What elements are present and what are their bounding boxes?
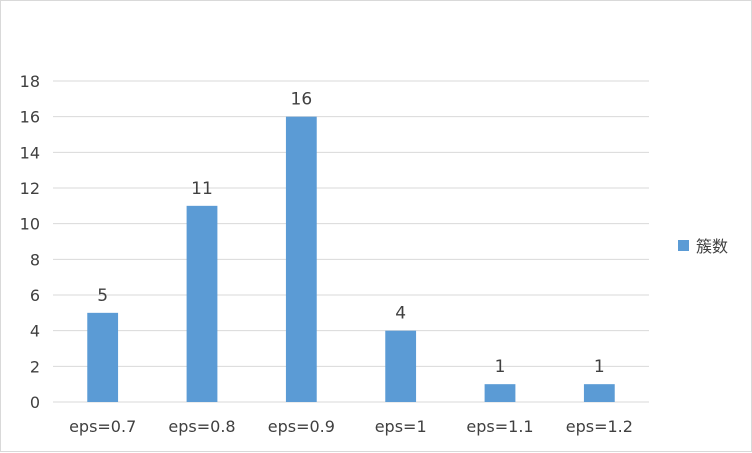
- x-tick-label: eps=0.9: [268, 417, 335, 436]
- legend: 簇数: [678, 237, 728, 256]
- y-tick-label: 12: [20, 179, 40, 198]
- y-axis-ticks: 0 2 4 6 8 10 12 14 16 18: [20, 72, 40, 412]
- data-label: 11: [191, 179, 213, 199]
- y-tick-label: 18: [20, 72, 40, 91]
- bar-eps=1.1: [484, 384, 516, 402]
- bar-eps=0.7: [87, 312, 119, 402]
- x-axis-ticks: eps=0.7 eps=0.8 eps=0.9 eps=1 eps=1.1 eps=1.2: [69, 417, 633, 436]
- x-tick-label: eps=0.7: [69, 417, 136, 436]
- x-tick-label: eps=1.2: [566, 417, 633, 436]
- bar-eps=1.2: [583, 384, 615, 402]
- gridlines: [53, 80, 649, 403]
- y-tick-label: 16: [20, 108, 40, 127]
- data-label: 4: [395, 304, 406, 324]
- x-tick-label: eps=0.8: [168, 417, 235, 436]
- y-tick-label: 4: [30, 322, 40, 341]
- y-tick-label: 2: [30, 357, 40, 376]
- y-tick-label: 10: [20, 215, 40, 234]
- y-tick-label: 0: [30, 393, 40, 412]
- bar-eps=0.8: [186, 205, 218, 402]
- x-tick-label: eps=1: [375, 417, 427, 436]
- data-label: 1: [594, 357, 605, 377]
- y-tick-label: 8: [30, 250, 40, 269]
- legend-label: 簇数: [696, 237, 728, 256]
- data-label: 5: [97, 286, 108, 306]
- bar-eps=0.9: [285, 116, 317, 403]
- legend-swatch: [678, 240, 689, 251]
- data-label: 1: [495, 357, 506, 377]
- x-tick-label: eps=1.1: [466, 417, 533, 436]
- y-tick-label: 14: [20, 143, 40, 162]
- y-tick-label: 6: [30, 286, 40, 305]
- data-label: 16: [291, 90, 313, 110]
- bar-eps=1: [385, 330, 417, 402]
- bars: [87, 116, 615, 403]
